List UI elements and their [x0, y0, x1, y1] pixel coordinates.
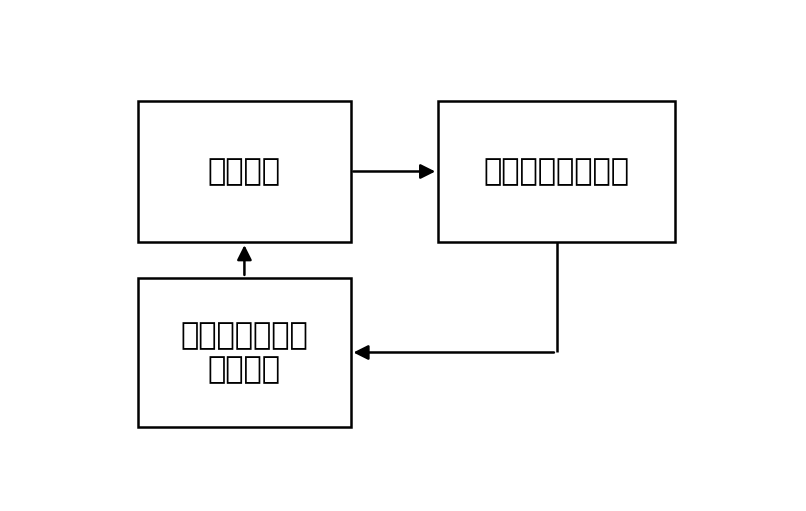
Text: 调幅电路: 调幅电路 — [208, 157, 281, 186]
Text: 放大耦合输出电路: 放大耦合输出电路 — [484, 157, 629, 186]
Bar — [438, 101, 675, 242]
Bar — [139, 278, 351, 427]
Bar — [139, 101, 351, 242]
Text: 光功率信号反馈
补偿电路: 光功率信号反馈 补偿电路 — [181, 321, 308, 384]
